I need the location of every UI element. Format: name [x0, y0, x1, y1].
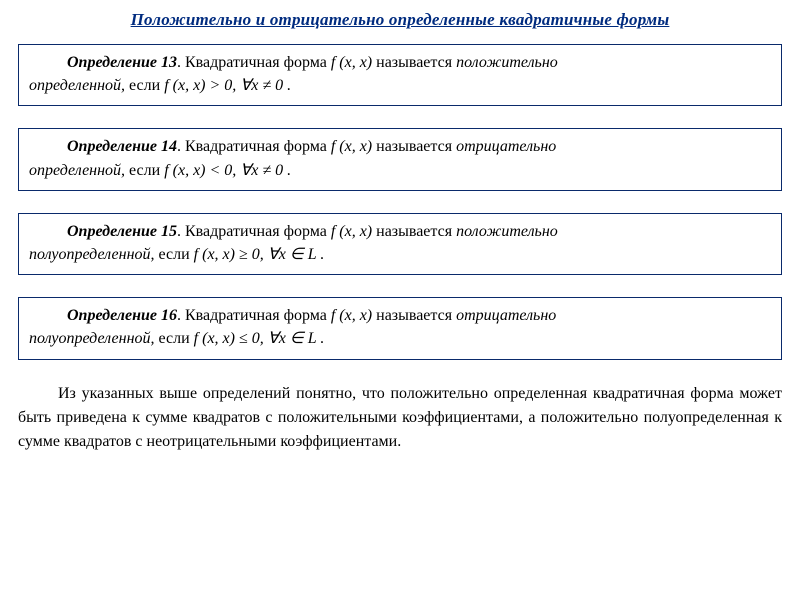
def-text: называется — [372, 307, 456, 324]
term: положительно — [456, 54, 558, 71]
formula: f (x, x) — [331, 54, 372, 71]
def-text: если — [155, 246, 194, 263]
def-text: называется — [372, 54, 456, 71]
def-text: называется — [372, 138, 456, 155]
def-text: называется — [372, 223, 456, 240]
condition: f (x, x) > 0, ∀x ≠ 0 . — [164, 77, 291, 94]
page-title: Положительно и отрицательно определенные… — [18, 10, 782, 30]
term: отрицательно — [456, 138, 556, 155]
definition-15: Определение 15. Квадратичная форма f (x,… — [18, 213, 782, 275]
formula: f (x, x) — [331, 307, 372, 324]
term: определенной, — [29, 77, 125, 94]
def-label: Определение 15 — [67, 223, 177, 240]
page: Положительно и отрицательно определенные… — [0, 0, 800, 454]
def-text: . Квадратичная форма — [177, 54, 331, 71]
term: полуопределенной, — [29, 330, 155, 347]
formula: f (x, x) — [331, 138, 372, 155]
condition: f (x, x) < 0, ∀x ≠ 0 . — [164, 162, 291, 179]
def-text: если — [155, 330, 194, 347]
definition-14: Определение 14. Квадратичная форма f (x,… — [18, 128, 782, 190]
condition: f (x, x) ≤ 0, ∀x ∈ L . — [194, 330, 325, 347]
def-label: Определение 13 — [67, 54, 177, 71]
term: полуопределенной, — [29, 246, 155, 263]
definition-13: Определение 13. Квадратичная форма f (x,… — [18, 44, 782, 106]
definition-16: Определение 16. Квадратичная форма f (x,… — [18, 297, 782, 359]
term: определенной, — [29, 162, 125, 179]
term: положительно — [456, 223, 558, 240]
def-label: Определение 16 — [67, 307, 177, 324]
def-text: если — [125, 162, 164, 179]
def-text: . Квадратичная форма — [177, 223, 331, 240]
def-text: . Квадратичная форма — [177, 307, 331, 324]
def-text: . Квадратичная форма — [177, 138, 331, 155]
def-label: Определение 14 — [67, 138, 177, 155]
explanation-paragraph: Из указанных выше определений понятно, ч… — [18, 382, 782, 454]
condition: f (x, x) ≥ 0, ∀x ∈ L . — [194, 246, 325, 263]
term: отрицательно — [456, 307, 556, 324]
def-text: если — [125, 77, 164, 94]
formula: f (x, x) — [331, 223, 372, 240]
